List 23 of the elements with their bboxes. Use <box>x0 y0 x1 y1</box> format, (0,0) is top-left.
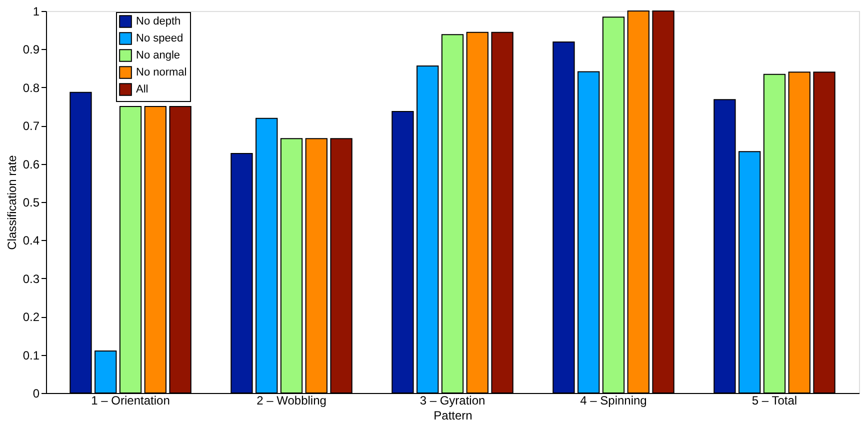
y-tick-label: 0.4 <box>22 234 40 248</box>
y-tick-label: 1 <box>32 4 40 18</box>
legend-label: No normal <box>136 66 187 78</box>
x-tick-label: 5 – Total <box>752 394 798 408</box>
y-axis-title: Classification rate <box>4 154 19 250</box>
x-axis-title: Pattern <box>434 408 472 422</box>
x-tick-label: 3 – Gyration <box>420 394 486 408</box>
legend-label: All <box>136 84 148 96</box>
legend-label: No depth <box>136 16 181 28</box>
y-tick-label: 0 <box>32 386 40 400</box>
y-tick-label: 0.1 <box>22 348 40 362</box>
legend-label: No angle <box>136 50 180 62</box>
y-tick-label: 0.8 <box>22 80 40 95</box>
y-tick-label: 0.7 <box>22 119 40 134</box>
legend-label: No speed <box>136 32 184 44</box>
x-tick-label: 1 – Orientation <box>91 394 170 408</box>
y-tick-label: 0.3 <box>22 272 40 286</box>
y-tick-label: 0.2 <box>22 310 40 324</box>
x-tick-label: 4 – Spinning <box>580 394 647 408</box>
y-tick-label: 0.9 <box>22 42 40 57</box>
y-tick-label: 0.6 <box>22 157 40 172</box>
x-tick-label: 2 – Wobbling <box>256 394 326 408</box>
y-tick-label: 0.5 <box>22 196 40 210</box>
